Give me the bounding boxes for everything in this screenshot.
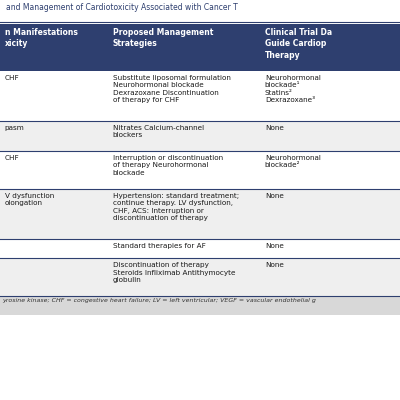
Text: None: None xyxy=(265,243,284,249)
Text: yrosine kinase; CHF = congestive heart failure; LV = left ventricular; VEGF = va: yrosine kinase; CHF = congestive heart f… xyxy=(2,298,316,303)
Text: Standard therapies for AF: Standard therapies for AF xyxy=(113,243,206,249)
Bar xyxy=(0,258,400,296)
Text: and Management of Cardiotoxicity Associated with Cancer T: and Management of Cardiotoxicity Associa… xyxy=(6,3,238,12)
Text: Interruption or discontinuation
of therapy Neurohormonal
blockade: Interruption or discontinuation of thera… xyxy=(113,155,223,176)
Text: Discontinuation of therapy
Steroids Infliximab Antithymocyte
globulin: Discontinuation of therapy Steroids Infl… xyxy=(113,262,235,283)
Text: Substitute liposomal formulation
Neurohormonal blockade
Dexrazoxane Discontinuat: Substitute liposomal formulation Neuroho… xyxy=(113,75,231,103)
Text: n Manifestations
xicity: n Manifestations xicity xyxy=(5,28,78,48)
Text: Hypertension: standard treatment;
continue therapy. LV dysfunction,
CHF, ACS: In: Hypertension: standard treatment; contin… xyxy=(113,193,239,221)
Text: Proposed Management
Strategies: Proposed Management Strategies xyxy=(113,28,213,48)
Text: Neurohormonal
blockade¹
Statins²
Dexrazoxane³: Neurohormonal blockade¹ Statins² Dexrazo… xyxy=(265,75,321,103)
Bar xyxy=(0,189,400,239)
Text: Neurohormonal
blockade²: Neurohormonal blockade² xyxy=(265,155,321,168)
Text: None: None xyxy=(265,125,284,131)
Bar xyxy=(0,151,400,189)
Text: Nitrates Calcium-channel
blockers: Nitrates Calcium-channel blockers xyxy=(113,125,204,138)
Bar xyxy=(0,296,400,315)
Text: None: None xyxy=(265,262,284,268)
Bar xyxy=(0,24,400,71)
Text: CHF: CHF xyxy=(5,155,20,161)
Text: Clinical Trial Da
Guide Cardiop
Therapy: Clinical Trial Da Guide Cardiop Therapy xyxy=(265,28,332,60)
Text: None: None xyxy=(265,193,284,199)
Bar xyxy=(0,71,400,121)
Text: CHF: CHF xyxy=(5,75,20,81)
Bar xyxy=(0,239,400,258)
Bar xyxy=(0,121,400,151)
Text: pasm: pasm xyxy=(5,125,24,131)
Text: V dysfunction
olongation: V dysfunction olongation xyxy=(5,193,54,206)
